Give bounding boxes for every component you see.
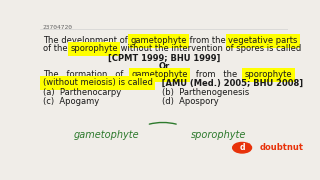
Text: vegetative parts: vegetative parts	[228, 36, 298, 45]
Text: [AMU (Med.) 2005; BHU 2008]: [AMU (Med.) 2005; BHU 2008]	[153, 78, 303, 87]
Text: (a)  Parthenocarpy: (a) Parthenocarpy	[43, 88, 121, 97]
Text: [CPMT 1999; BHU 1999]: [CPMT 1999; BHU 1999]	[108, 53, 220, 62]
Text: without the intervention of spores is called: without the intervention of spores is ca…	[118, 44, 301, 53]
Text: gametophyte: gametophyte	[131, 70, 188, 79]
Text: of the: of the	[43, 44, 70, 53]
Circle shape	[233, 142, 252, 153]
Text: gametophyte: gametophyte	[74, 130, 140, 140]
Text: from   the: from the	[188, 70, 245, 79]
Text: 23704720: 23704720	[43, 25, 72, 30]
Text: The   formation   of: The formation of	[43, 70, 131, 79]
Text: d: d	[239, 143, 245, 152]
Text: from the: from the	[187, 36, 228, 45]
Text: (c)  Apogamy: (c) Apogamy	[43, 97, 99, 106]
Text: sporophyte: sporophyte	[70, 44, 118, 53]
Text: Or: Or	[158, 62, 170, 71]
Text: doubtnut: doubtnut	[260, 143, 303, 152]
Text: ✓: ✓	[246, 141, 250, 146]
Text: The development of: The development of	[43, 36, 130, 45]
Text: (without meiosis) is called: (without meiosis) is called	[43, 78, 153, 87]
Text: gametophyte: gametophyte	[130, 36, 187, 45]
Text: sporophyte: sporophyte	[245, 70, 292, 79]
Text: (b)  Parthenogenesis: (b) Parthenogenesis	[162, 88, 249, 97]
Text: sporophyte: sporophyte	[191, 130, 246, 140]
Text: (d)  Apospory: (d) Apospory	[162, 97, 218, 106]
